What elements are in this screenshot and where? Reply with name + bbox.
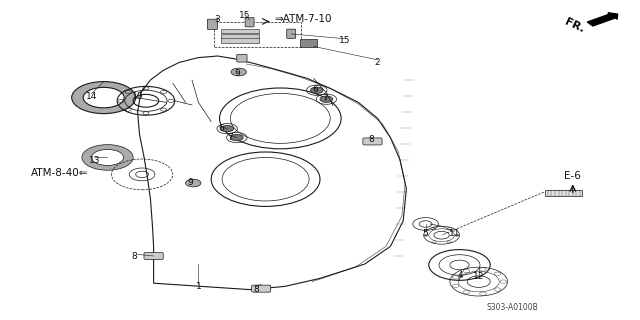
Circle shape (221, 125, 234, 132)
FancyBboxPatch shape (221, 34, 259, 38)
Text: FR.: FR. (563, 17, 586, 35)
FancyBboxPatch shape (237, 54, 247, 62)
FancyBboxPatch shape (245, 18, 254, 27)
Polygon shape (82, 145, 133, 170)
Circle shape (310, 87, 323, 93)
FancyBboxPatch shape (144, 252, 163, 260)
Text: 6: 6 (313, 85, 318, 94)
Polygon shape (72, 82, 136, 114)
FancyBboxPatch shape (300, 39, 317, 47)
FancyBboxPatch shape (221, 29, 259, 33)
Text: 12: 12 (473, 272, 484, 281)
Text: S303-A0100B: S303-A0100B (486, 303, 538, 312)
Text: 7: 7 (228, 133, 233, 142)
Text: 8: 8 (369, 135, 374, 144)
Circle shape (230, 134, 243, 141)
Circle shape (186, 179, 201, 187)
Text: 9: 9 (234, 69, 239, 78)
Text: 8: 8 (253, 285, 259, 294)
Text: ATM-8-40⇐: ATM-8-40⇐ (31, 168, 88, 179)
Circle shape (231, 68, 246, 76)
FancyBboxPatch shape (207, 19, 218, 29)
Text: E-6: E-6 (564, 171, 581, 181)
Text: 4: 4 (458, 271, 463, 280)
Text: 15: 15 (339, 36, 350, 45)
Text: 13: 13 (89, 156, 100, 164)
Text: 11: 11 (449, 229, 460, 238)
Text: 14: 14 (86, 92, 97, 100)
FancyBboxPatch shape (287, 29, 296, 38)
FancyArrow shape (588, 13, 618, 26)
FancyBboxPatch shape (545, 190, 582, 196)
Text: ⇒ATM-7-10: ⇒ATM-7-10 (274, 14, 332, 24)
FancyBboxPatch shape (221, 37, 259, 43)
Text: 10: 10 (132, 92, 143, 101)
Text: 9: 9 (188, 178, 193, 187)
Text: 7: 7 (323, 94, 328, 103)
FancyBboxPatch shape (363, 138, 382, 145)
Text: 8: 8 (132, 252, 137, 261)
Text: 6: 6 (218, 124, 223, 133)
Text: 15: 15 (239, 11, 250, 20)
Text: 1: 1 (196, 282, 201, 291)
Text: 5: 5 (423, 229, 428, 238)
Text: 3: 3 (215, 15, 220, 24)
Text: 2: 2 (375, 58, 380, 67)
Circle shape (320, 96, 333, 102)
FancyBboxPatch shape (252, 285, 271, 292)
